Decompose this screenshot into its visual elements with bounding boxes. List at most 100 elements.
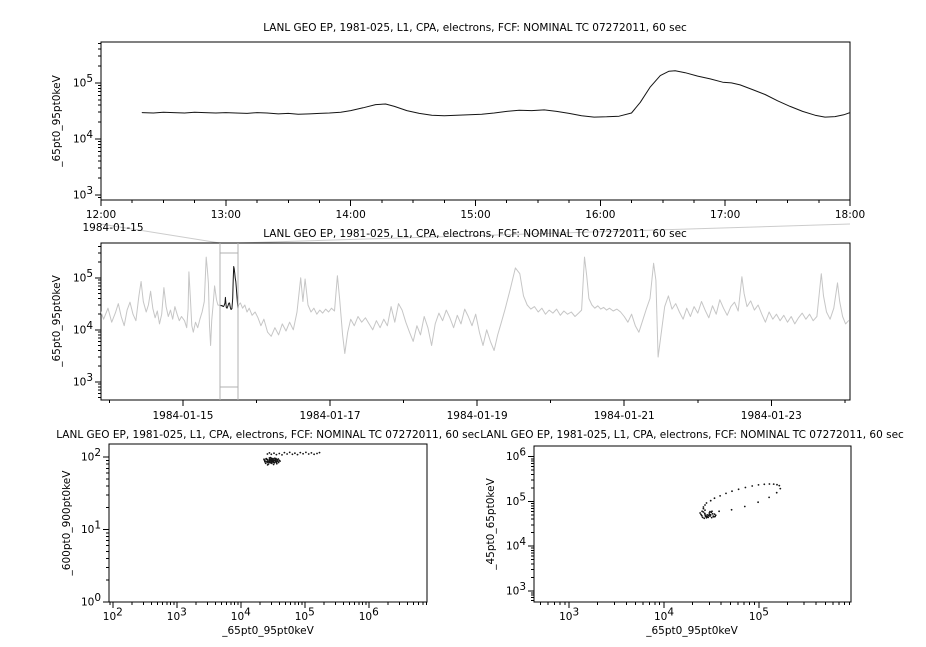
scatter-point [779, 487, 782, 490]
scatter-point [772, 483, 775, 485]
scatter-point [266, 453, 269, 455]
scatter-point [704, 514, 707, 517]
x-tick-label: 16:00 [585, 209, 615, 221]
scatter-point [711, 512, 714, 515]
context-before-selection [101, 256, 221, 346]
scatter-point [725, 492, 727, 495]
scatter-point [281, 454, 283, 456]
scatter-point [279, 460, 281, 462]
scatter-point [718, 510, 720, 513]
y-tick-label: 105 [506, 491, 526, 508]
chart3-x-axis-label: _65pt0_95pt0keV [221, 625, 314, 637]
scatter-point [709, 515, 711, 517]
x-tick-label: 1984-01-17 [300, 410, 361, 422]
plot-context-timeseries: 1984-01-15 1984-01-17 1984-01-19 1984-01-21… [73, 242, 851, 422]
scatter-point [713, 513, 716, 515]
zoom-connector-left [100, 223, 220, 244]
x-tick-label: 13:00 [211, 209, 241, 221]
x-tick-label: 105 [295, 607, 315, 624]
x-tick-label: 15:00 [460, 209, 490, 221]
y-tick-label: 103 [73, 185, 93, 202]
chart4-y-axis-label: _45pt0_65pt0keV [485, 477, 497, 570]
scatter-point [699, 512, 701, 514]
x-tick-label: 14:00 [336, 209, 366, 221]
x-tick-label: 1984-01-15 [152, 410, 213, 422]
plot-scatter-600-900-vs-65-95: 102 103 104 105 106 100 101 102 [81, 443, 428, 624]
scatter-point [294, 452, 296, 455]
scatter-point [313, 453, 315, 456]
scatter-point [763, 483, 766, 486]
scatter-point [737, 488, 740, 491]
plot-zoomed-timeseries: 12:00 13:00 14:00 15:00 16:00 17:00 18:00 103 10… [73, 41, 865, 221]
scatter-point [291, 453, 294, 456]
y-tick-label: 105 [73, 73, 93, 90]
scatter-point [719, 495, 721, 497]
axis-ticks [528, 456, 851, 608]
x-tick-label: 105 [749, 607, 769, 624]
y-tick-label: 101 [81, 520, 101, 537]
scatter-point [271, 458, 273, 461]
axis-ticks [95, 246, 846, 406]
scatter-point [714, 515, 716, 518]
scatter-point [775, 491, 778, 494]
generated-plot-layer: 12:00 13:00 14:00 15:00 16:00 17:00 18:0010310… [73, 41, 865, 624]
y-tick-label: 106 [506, 447, 526, 464]
scatter-point [703, 517, 706, 520]
x-tick-label: 104 [231, 607, 251, 624]
scatter-point [710, 516, 713, 519]
correlation-points-600-900 [263, 451, 321, 466]
scatter-point [266, 464, 269, 466]
scatter-point [286, 453, 288, 455]
y-tick-label: 102 [81, 447, 101, 464]
scatter-point [704, 504, 706, 506]
chart4-x-axis-label: _65pt0_95pt0keV [645, 625, 738, 637]
scatter-point [269, 460, 272, 462]
y-tick-label: 103 [73, 372, 93, 389]
scatter-point [744, 486, 747, 489]
scatter-point [768, 496, 770, 499]
scatter-point [307, 453, 310, 455]
scatter-point [275, 453, 278, 456]
scatter-point [751, 485, 754, 487]
plot-frame [100, 242, 851, 401]
scatter-point [703, 512, 706, 515]
scatter-point [709, 510, 711, 513]
scatter-point [700, 513, 702, 516]
x-tick-label: 106 [359, 607, 379, 624]
scatter-point [704, 509, 706, 511]
y-tick-label: 103 [506, 581, 526, 598]
y-tick-label: 104 [506, 536, 526, 553]
plot-frame [100, 41, 851, 201]
correlation-points-45-65 [699, 483, 782, 520]
zoom-connector-right [238, 223, 851, 244]
x-tick-label: 103 [559, 607, 579, 624]
scatter-point [265, 458, 267, 460]
y-tick-label: 100 [81, 592, 101, 609]
scatter-point [275, 462, 278, 465]
chart4-title: LANL GEO EP, 1981-025, L1, CPA, electron… [480, 429, 904, 441]
scatter-point [310, 452, 313, 454]
scatter-point [270, 461, 273, 464]
scatter-point [277, 461, 280, 464]
x-tick-label: 1984-01-21 [594, 410, 655, 422]
scatter-point [296, 453, 299, 456]
y-tick-label: 104 [73, 129, 93, 146]
scatter-point [705, 502, 708, 504]
chart2-title: LANL GEO EP, 1981-025, L1, CPA, electron… [263, 228, 687, 240]
scatter-point [288, 451, 291, 454]
scatter-point [299, 451, 302, 454]
scatter-point [277, 458, 280, 460]
x-tick-label: 1984-01-19 [447, 410, 508, 422]
y-tick-label: 105 [73, 268, 93, 285]
scatter-point [305, 451, 307, 454]
scatter-point [757, 501, 759, 504]
scatter-point [274, 458, 277, 461]
scatter-point [302, 452, 304, 455]
scatter-point [264, 462, 267, 465]
scatter-point [268, 459, 271, 461]
scatter-point [701, 516, 704, 519]
axis-ticks [95, 43, 851, 206]
scatter-point [276, 459, 278, 462]
x-tick-label: 104 [654, 607, 674, 624]
zoom-selection-region[interactable] [219, 243, 239, 400]
